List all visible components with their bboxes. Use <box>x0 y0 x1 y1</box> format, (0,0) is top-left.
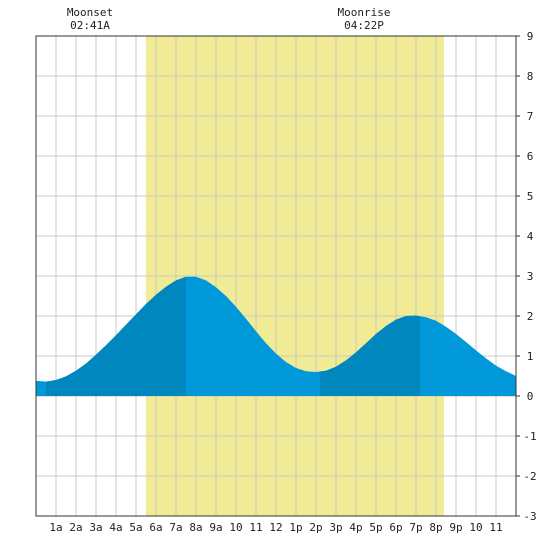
x-tick-label: 7a <box>169 521 182 534</box>
x-tick-label: 1p <box>289 521 302 534</box>
x-tick-label: 11 <box>249 521 262 534</box>
x-tick-label: 10 <box>229 521 242 534</box>
y-tick-label: -1 <box>523 430 536 443</box>
tide-rising-area <box>320 315 420 396</box>
x-tick-label: 5p <box>369 521 382 534</box>
grid-layer <box>36 36 516 516</box>
x-tick-label: 4p <box>349 521 362 534</box>
x-tick-label: 2a <box>69 521 82 534</box>
x-tick-label: 8a <box>189 521 202 534</box>
y-tick-label: 0 <box>527 390 534 403</box>
x-tick-label: 1a <box>49 521 62 534</box>
x-tick-label: 4a <box>109 521 122 534</box>
x-tick-label: 3p <box>329 521 342 534</box>
moon-event-name: Moonrise <box>338 6 391 19</box>
x-tick-label: 9p <box>449 521 462 534</box>
x-tick-label: 9a <box>209 521 222 534</box>
x-tick-label: 6p <box>389 521 402 534</box>
y-tick-label: -3 <box>523 510 536 523</box>
y-tick-label: 2 <box>527 310 534 323</box>
tide-rising-area <box>46 276 186 396</box>
x-tick-label: 6a <box>149 521 162 534</box>
x-tick-label-group: 1a 2a 3a 4a 5a 6a 7a 8a 9a 10 11 12 1p 2p 3p 4p 5p 6p 7p 8p… <box>49 521 502 534</box>
y-tick-label: 5 <box>527 190 534 203</box>
x-tick-label: 5a <box>129 521 142 534</box>
y-tick-label: 6 <box>527 150 534 163</box>
y-tick-label: 1 <box>527 350 534 363</box>
x-tick-label: 10 <box>469 521 482 534</box>
moon-event-time: 04:22P <box>344 19 384 32</box>
x-tick-label: 7p <box>409 521 422 534</box>
x-tick-label: 3a <box>89 521 102 534</box>
y-tick-label: 8 <box>527 70 534 83</box>
y-tick-label: 4 <box>527 230 534 243</box>
y-tick-label: 9 <box>527 30 534 43</box>
x-tick-label: 2p <box>309 521 322 534</box>
tide-layer <box>36 276 516 396</box>
x-tick-label: 11 <box>489 521 502 534</box>
x-tick-label: 8p <box>429 521 442 534</box>
moon-event-name: Moonset <box>67 6 113 19</box>
y-tick-label: -2 <box>523 470 536 483</box>
moon-event-time: 02:41A <box>70 19 110 32</box>
y-tick-label: 7 <box>527 110 534 123</box>
y-tick-label-group: -3 -2 -1 0 1 2 3 4 5 6 7 8 9 <box>516 30 537 523</box>
y-tick-label: 3 <box>527 270 534 283</box>
x-tick-label: 12 <box>269 521 282 534</box>
